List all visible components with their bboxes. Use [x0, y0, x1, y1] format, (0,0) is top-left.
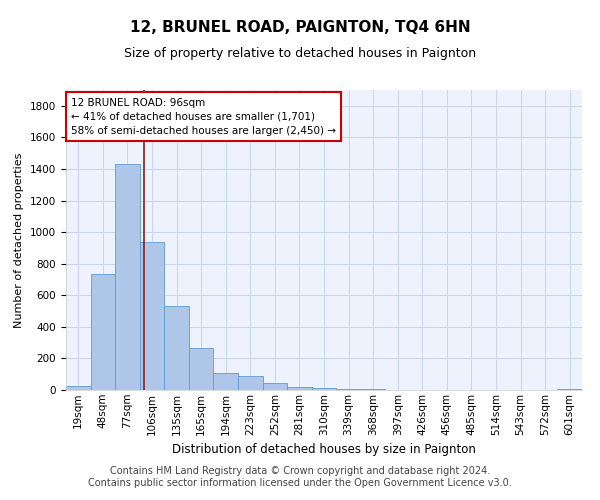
Bar [164, 306, 189, 390]
Bar [115, 164, 140, 390]
Bar [336, 389, 361, 390]
Text: 12, BRUNEL ROAD, PAIGNTON, TQ4 6HN: 12, BRUNEL ROAD, PAIGNTON, TQ4 6HN [130, 20, 470, 35]
Text: Contains HM Land Registry data © Crown copyright and database right 2024.
Contai: Contains HM Land Registry data © Crown c… [88, 466, 512, 487]
Text: 12 BRUNEL ROAD: 96sqm
← 41% of detached houses are smaller (1,701)
58% of semi-d: 12 BRUNEL ROAD: 96sqm ← 41% of detached … [71, 98, 336, 136]
X-axis label: Distribution of detached houses by size in Paignton: Distribution of detached houses by size … [172, 443, 476, 456]
Y-axis label: Number of detached properties: Number of detached properties [14, 152, 25, 328]
Bar [189, 348, 214, 390]
Bar [238, 376, 263, 390]
Bar [140, 242, 164, 390]
Bar [312, 388, 336, 390]
Text: Size of property relative to detached houses in Paignton: Size of property relative to detached ho… [124, 48, 476, 60]
Bar [66, 386, 91, 390]
Bar [557, 389, 582, 390]
Bar [287, 386, 312, 390]
Bar [263, 383, 287, 390]
Bar [91, 274, 115, 390]
Bar [214, 374, 238, 390]
